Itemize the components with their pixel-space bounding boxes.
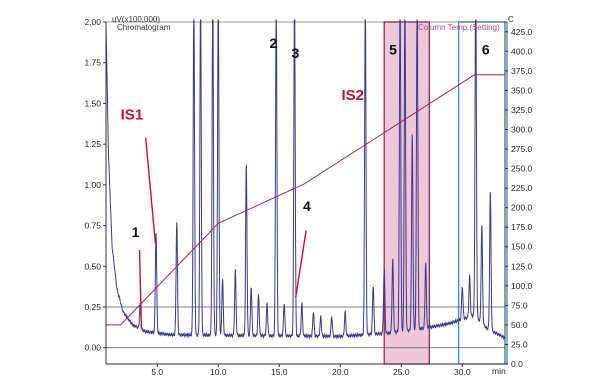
y-tick-label: 1.50 [84, 98, 101, 108]
annotation-label: 1 [132, 224, 140, 240]
annotation-leader-line [295, 230, 307, 298]
y2-tick-label: 350.0 [511, 85, 533, 95]
annotation-label: 2 [270, 35, 278, 51]
y2-tick-label: 425.0 [511, 27, 533, 37]
annotation-label: IS1 [121, 107, 144, 124]
y-tick-label: 0.00 [84, 343, 101, 353]
signal-legend: Chromatogram [117, 23, 171, 32]
y-tick-label: 2.00 [84, 17, 101, 27]
temperature-legend: Column Temp.(Setting) [418, 23, 500, 32]
annotation-label: 5 [389, 42, 397, 58]
y2-tick-label: 0.0 [511, 359, 523, 369]
grid-lines [106, 306, 505, 349]
y-tick-label: 0.50 [84, 261, 101, 271]
y2-tick-label: 100.0 [511, 281, 533, 291]
y-tick-label: 0.75 [84, 221, 101, 231]
y2-tick-label: 300.0 [511, 124, 533, 134]
y2-axis-unit: C [508, 15, 514, 24]
y-tick-label: 1.75 [84, 58, 101, 68]
y-axis-header: uV(x100,000) [112, 15, 160, 24]
y2-tick-label: 400.0 [511, 46, 533, 56]
y-tick-label: 0.25 [84, 302, 101, 312]
annotation-label: 4 [303, 198, 311, 214]
y2-tick-label: 175.0 [511, 222, 533, 232]
annotation-leader-line [144, 137, 157, 244]
temperature-trace-group [106, 74, 505, 326]
annotation-label: IS2 [341, 87, 364, 104]
y2-tick-label: 125.0 [511, 261, 533, 271]
y2-tick-label: 75.0 [511, 300, 528, 310]
tick-labels: 5.0 10.0 15.0 20.0 25.0 30.02.001.751.501.251… [84, 17, 532, 377]
y-tick-label: 1.25 [84, 139, 101, 149]
annotation-label: 6 [482, 42, 490, 58]
x-tick-label: 15.0 [271, 367, 288, 377]
x-tick-label: 20.0 [332, 367, 349, 377]
x-tick-label: 5.0 [151, 367, 163, 377]
signal-trace [105, 19, 506, 341]
y2-tick-label: 250.0 [511, 164, 533, 174]
y2-tick-label: 375.0 [511, 66, 533, 76]
x-tick-label: 30.0 [454, 367, 471, 377]
signal-trace-group [105, 19, 506, 341]
x-axis-unit: min [492, 366, 506, 376]
temperature-trace [106, 74, 505, 326]
annotation-leader-line [138, 249, 143, 329]
y-tick-label: 1.00 [84, 180, 101, 190]
annotation-label: 3 [291, 45, 299, 61]
y2-tick-label: 275.0 [511, 144, 533, 154]
y2-tick-label: 150.0 [511, 242, 533, 252]
x-tick-label: 25.0 [393, 367, 410, 377]
x-tick-label: 10.0 [210, 367, 227, 377]
y2-tick-label: 325.0 [511, 105, 533, 115]
y2-tick-label: 200.0 [511, 203, 533, 213]
y2-tick-label: 225.0 [511, 183, 533, 193]
y2-tick-label: 50.0 [511, 320, 528, 330]
y2-tick-label: 25.0 [511, 339, 528, 349]
